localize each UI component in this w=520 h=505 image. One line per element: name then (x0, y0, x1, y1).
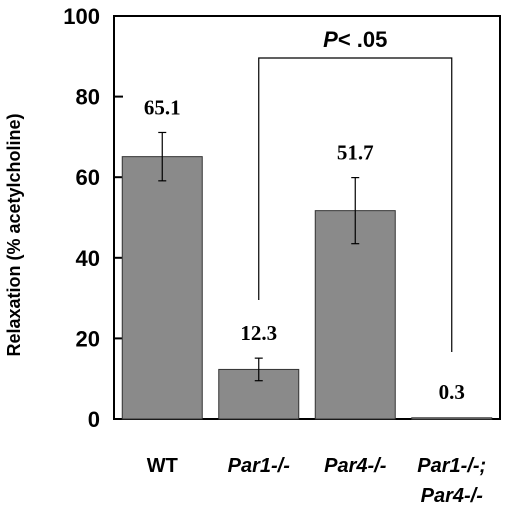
y-tick-label: 80 (76, 85, 100, 110)
significance-bracket: P< .05 (258, 27, 453, 352)
bar (314, 210, 396, 420)
data-label: 0.3 (439, 380, 465, 404)
data-label: 65.1 (144, 95, 181, 119)
y-tick-label: 0 (88, 407, 100, 432)
data-label: 12.3 (240, 321, 277, 345)
bracket-line (258, 57, 453, 352)
labels: 65.1 WT 12.3 Par1-/- 51.7 Par4-/- 0.3 Par1-/-; P… (144, 95, 486, 505)
bar (411, 417, 493, 420)
y-axis-label: Relaxation (% acetylcholine) (4, 113, 24, 356)
plot-frame (113, 15, 501, 420)
data-label: 51.7 (337, 141, 374, 165)
y-axis: 0 20 40 60 80 100 (63, 4, 501, 432)
x-tick-label: Par1-/- (228, 455, 291, 477)
bar (121, 156, 203, 420)
x-tick-label: Par4-/- (324, 455, 387, 477)
y-tick-label: 60 (76, 165, 100, 190)
bars (121, 131, 493, 420)
x-tick-label: Par1-/-; (417, 455, 486, 477)
p-value-label: P< .05 (323, 27, 387, 52)
y-tick-label: 100 (63, 4, 100, 29)
x-tick-label: WT (147, 455, 178, 477)
x-tick-label: Par4-/- (421, 485, 484, 505)
y-tick-label: 40 (76, 246, 100, 271)
y-tick-label: 20 (76, 326, 100, 351)
